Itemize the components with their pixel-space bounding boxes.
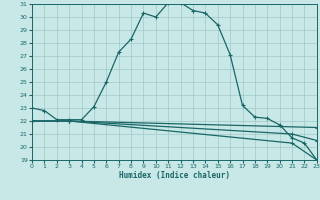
X-axis label: Humidex (Indice chaleur): Humidex (Indice chaleur) (119, 171, 230, 180)
